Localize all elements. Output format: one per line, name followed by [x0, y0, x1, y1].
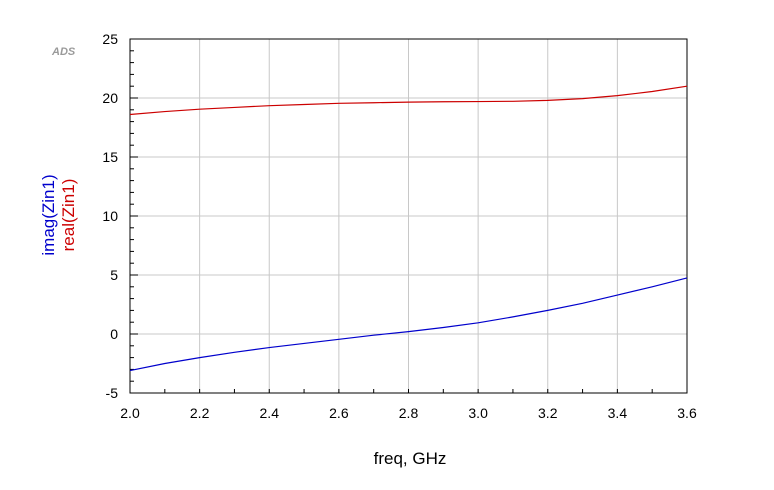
y-axis-titles: imag(Zin1) — [39, 174, 58, 255]
x-tick-label: 2.8 — [399, 405, 419, 421]
y-tick-label: 25 — [102, 31, 118, 47]
grid — [129, 38, 688, 394]
x-tick-label: 3.6 — [677, 405, 697, 421]
y-tick-label: 0 — [110, 326, 118, 342]
series-lines — [129, 85, 688, 372]
y-axis-title-real-group: real(Zin1) — [59, 179, 78, 252]
y-tick-label: -5 — [106, 385, 119, 401]
x-tick-label: 2.0 — [120, 405, 140, 421]
x-tick-label: 3.4 — [608, 405, 628, 421]
x-tick-label: 2.4 — [260, 405, 280, 421]
series-line-real-zin1 — [129, 85, 688, 116]
x-axis-title: freq, GHz — [374, 449, 447, 468]
y-minor-ticks — [129, 38, 688, 394]
x-tick-label: 2.6 — [329, 405, 349, 421]
y-axis-title-real: real(Zin1) — [59, 179, 78, 252]
x-tick-label: 3.0 — [468, 405, 488, 421]
y-tick-labels: -5 0 5 10 15 20 25 — [102, 31, 118, 401]
x-tick-labels: 2.0 2.2 2.4 2.6 2.8 3.0 3.2 3.4 3.6 — [120, 405, 697, 421]
x-tick-label: 3.2 — [538, 405, 558, 421]
y-tick-label: 10 — [102, 208, 118, 224]
y-tick-label: 5 — [110, 267, 118, 283]
y-tick-label: 20 — [102, 90, 118, 106]
y-tick-label: 15 — [102, 149, 118, 165]
y-axis-title-imag: imag(Zin1) — [39, 174, 58, 255]
x-tick-label: 2.2 — [190, 405, 210, 421]
ads-logo: ADS — [51, 46, 76, 58]
series-line-imag-zin1 — [129, 277, 688, 372]
